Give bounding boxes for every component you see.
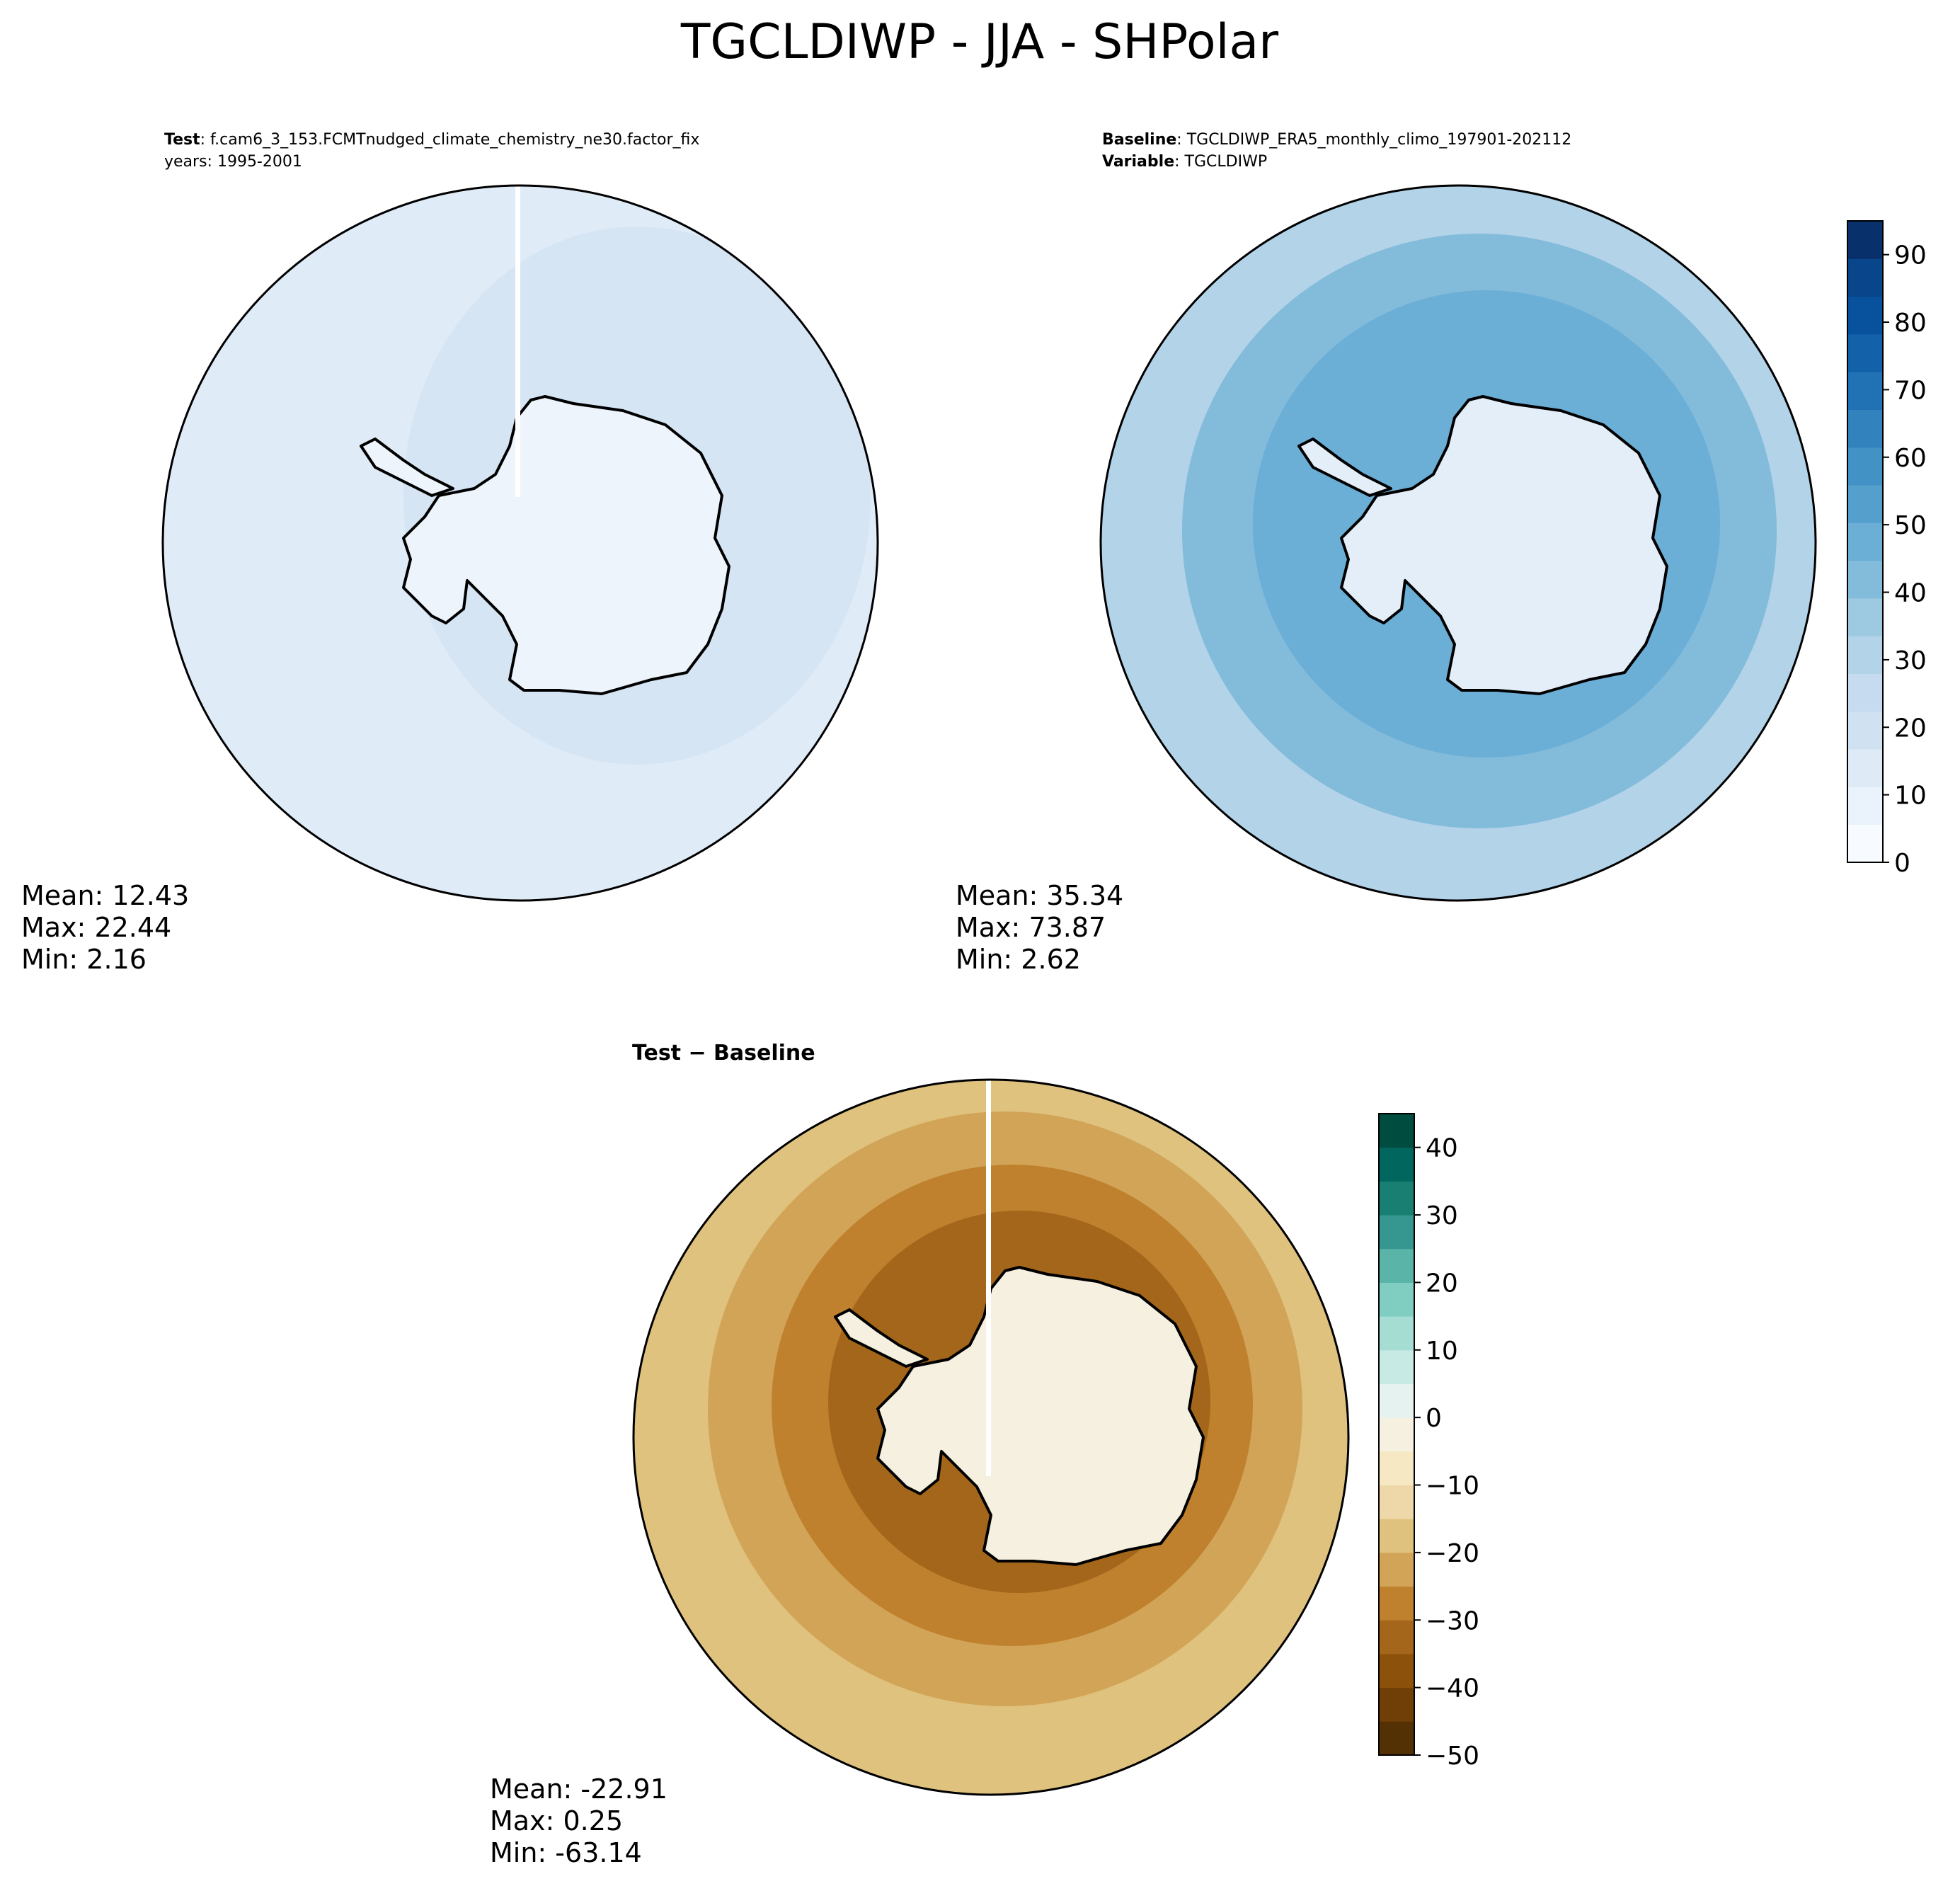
colorbar-tick-label: −30 bbox=[1426, 1606, 1479, 1635]
colorbar-swatch bbox=[1379, 1316, 1414, 1351]
colorbar-tick-label: 40 bbox=[1894, 579, 1927, 608]
diff-seam bbox=[986, 1080, 991, 1476]
diff-header: Test − Baseline bbox=[632, 1041, 815, 1066]
colorbar-tick-label: 10 bbox=[1426, 1337, 1458, 1366]
diff-colorbar: 40 30 20 10 0 −10 −20 −30 −40 −50 bbox=[1378, 1113, 1479, 1771]
diff-map-frame bbox=[632, 1078, 1350, 1796]
test-header-line2: years: 1995-2001 bbox=[164, 153, 302, 171]
colorbar-swatch bbox=[1847, 711, 1883, 750]
colorbar-swatch bbox=[1847, 673, 1883, 712]
colorbar-swatch bbox=[1379, 1721, 1414, 1756]
test-map bbox=[163, 185, 878, 901]
colorbar-swatch bbox=[1379, 1620, 1414, 1655]
colorbar-swatch bbox=[1379, 1586, 1414, 1621]
baseline-colorbar: 0 10 20 30 40 50 60 70 80 90 bbox=[1847, 220, 1927, 878]
figure-title: TGCLDIWP - JJA - SHPolar bbox=[680, 14, 1278, 70]
baseline-stat-mean: Mean: 35.34 bbox=[956, 880, 1123, 911]
diff-stat-mean: Mean: -22.91 bbox=[490, 1773, 667, 1805]
colorbar-swatch bbox=[1847, 372, 1883, 410]
test-panel: Test: f.cam6_3_153.FCMTnudged_climate_ch… bbox=[21, 131, 879, 975]
baseline-stat-max: Max: 73.87 bbox=[956, 912, 1106, 943]
colorbar-tick-label: 10 bbox=[1894, 782, 1927, 811]
colorbar-swatch bbox=[1847, 522, 1883, 561]
test-header-line1: Test: f.cam6_3_153.FCMTnudged_climate_ch… bbox=[164, 131, 699, 149]
colorbar-swatch bbox=[1847, 447, 1883, 486]
baseline-header-line1: Baseline: TGCLDIWP_ERA5_monthly_climo_19… bbox=[1102, 131, 1571, 149]
colorbar-swatch bbox=[1379, 1383, 1414, 1418]
diff-stat-max: Max: 0.25 bbox=[490, 1805, 623, 1836]
colorbar-swatch bbox=[1847, 485, 1883, 523]
colorbar-swatch bbox=[1379, 1181, 1414, 1216]
test-seam bbox=[515, 185, 520, 497]
colorbar-swatch bbox=[1379, 1215, 1414, 1250]
baseline-stat-min: Min: 2.62 bbox=[956, 944, 1081, 975]
colorbar-swatch bbox=[1847, 221, 1883, 259]
diff-stat-min: Min: -63.14 bbox=[490, 1837, 642, 1868]
colorbar-tick-label: 30 bbox=[1426, 1201, 1458, 1230]
colorbar-tick-label: −20 bbox=[1426, 1539, 1479, 1568]
colorbar-swatch bbox=[1847, 598, 1883, 636]
colorbar-tick-label: 70 bbox=[1894, 376, 1927, 405]
colorbar-tick-label: −50 bbox=[1426, 1742, 1479, 1771]
colorbar-swatch bbox=[1847, 636, 1883, 675]
test-map-frame bbox=[161, 184, 879, 902]
colorbar-tick-label: 0 bbox=[1894, 849, 1910, 878]
colorbar-swatch bbox=[1379, 1147, 1414, 1182]
colorbar-tick-label: 90 bbox=[1894, 241, 1927, 270]
colorbar-tick-label: 60 bbox=[1894, 444, 1927, 473]
colorbar-swatch bbox=[1847, 258, 1883, 297]
colorbar-tick-label: 40 bbox=[1426, 1134, 1458, 1163]
colorbar-frame bbox=[1847, 220, 1884, 863]
colorbar-tick-label: −40 bbox=[1426, 1674, 1479, 1703]
colorbar-swatch bbox=[1379, 1282, 1414, 1317]
colorbar-tick-label: 20 bbox=[1894, 714, 1927, 743]
colorbar-swatch bbox=[1379, 1349, 1414, 1384]
colorbar-swatch bbox=[1379, 1552, 1414, 1587]
colorbar-swatch bbox=[1847, 333, 1883, 372]
colorbar-tick-label: 80 bbox=[1894, 309, 1927, 338]
colorbar-swatch bbox=[1847, 787, 1883, 825]
colorbar-tick-label: 0 bbox=[1426, 1404, 1442, 1433]
colorbar-swatch bbox=[1847, 560, 1883, 599]
baseline-map-frame bbox=[1099, 184, 1817, 902]
colorbar-tick-label: 20 bbox=[1426, 1269, 1458, 1298]
test-stat-min: Min: 2.16 bbox=[21, 944, 147, 975]
baseline-header-line2: Variable: TGCLDIWP bbox=[1102, 153, 1267, 171]
colorbar-frame bbox=[1378, 1113, 1415, 1756]
test-stat-mean: Mean: 12.43 bbox=[21, 880, 189, 911]
colorbar-tick-label: −10 bbox=[1426, 1472, 1479, 1501]
colorbar-tick-label: 30 bbox=[1894, 646, 1927, 675]
colorbar-swatch bbox=[1379, 1687, 1414, 1722]
colorbar-swatch bbox=[1847, 824, 1883, 863]
colorbar-swatch bbox=[1379, 1248, 1414, 1283]
diff-panel: Test − Baseline Mean: -22.91 Max: 0.25 M… bbox=[490, 1041, 1479, 1868]
colorbar-swatch bbox=[1379, 1417, 1414, 1452]
colorbar-swatch bbox=[1847, 296, 1883, 335]
test-stat-max: Max: 22.44 bbox=[21, 912, 171, 943]
colorbar-swatch bbox=[1379, 1451, 1414, 1486]
colorbar-swatch bbox=[1379, 1519, 1414, 1553]
baseline-panel: Baseline: TGCLDIWP_ERA5_monthly_climo_19… bbox=[956, 131, 1927, 975]
colorbar-swatch bbox=[1379, 1114, 1414, 1148]
baseline-map bbox=[1101, 185, 1816, 901]
diff-map bbox=[634, 1080, 1348, 1795]
colorbar-swatch bbox=[1847, 409, 1883, 448]
colorbar-swatch bbox=[1379, 1485, 1414, 1519]
colorbar-tick-label: 50 bbox=[1894, 511, 1927, 540]
colorbar-swatch bbox=[1379, 1653, 1414, 1689]
colorbar-swatch bbox=[1847, 749, 1883, 787]
